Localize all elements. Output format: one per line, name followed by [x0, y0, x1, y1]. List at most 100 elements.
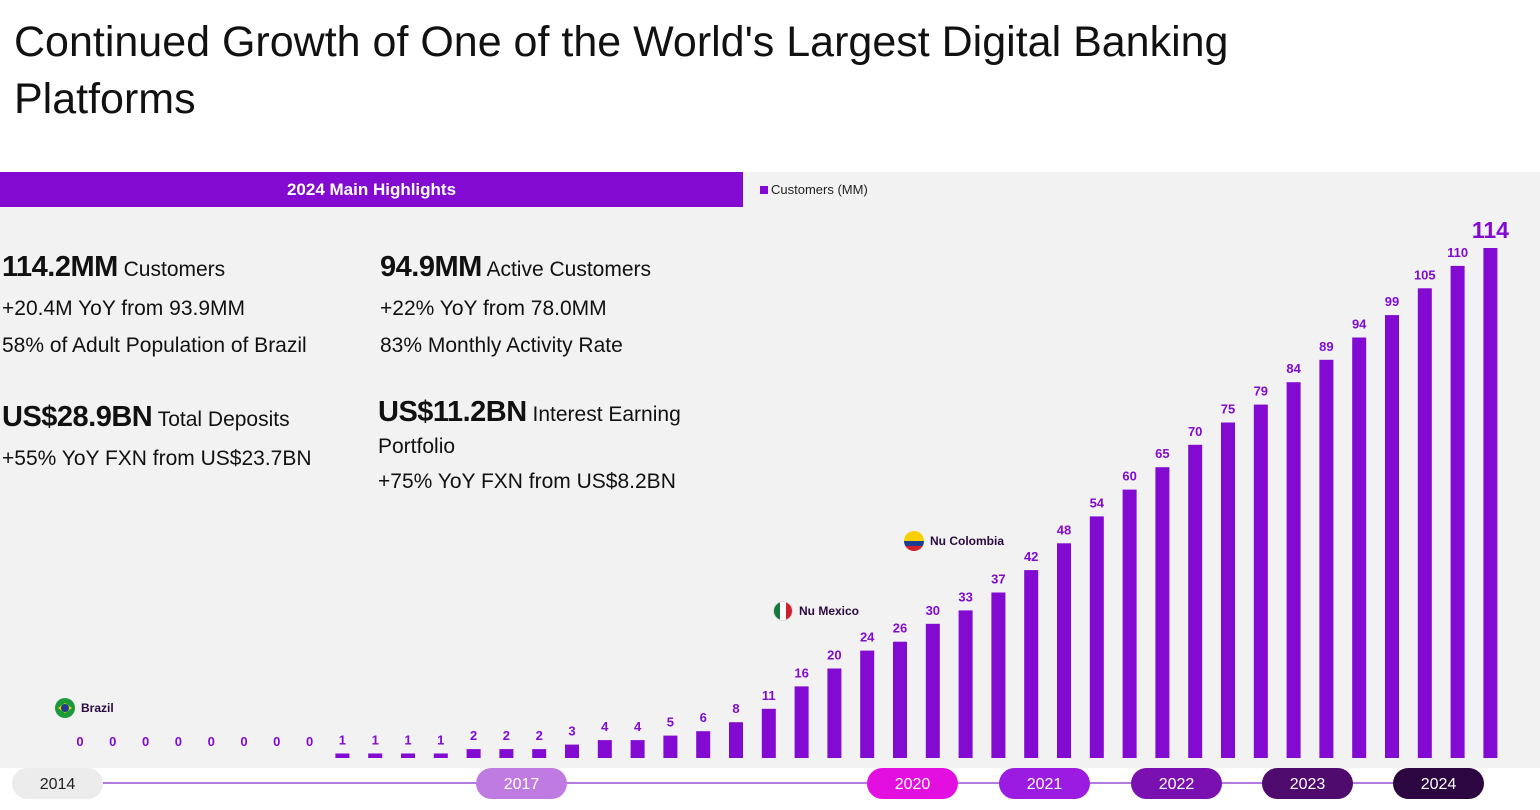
bar	[335, 753, 350, 758]
year-pill-2017: 2017	[476, 768, 567, 799]
annotation-brazil: Brazil	[55, 698, 114, 718]
metric-value: US$28.9BN	[2, 401, 153, 433]
bar-label: 2	[536, 728, 543, 743]
bar	[597, 740, 612, 758]
year-pill-label: 2017	[504, 776, 540, 793]
bar-label: 26	[893, 621, 907, 636]
bar-label: 105	[1414, 267, 1436, 282]
metric-label: Total Deposits	[157, 408, 290, 431]
year-pill-2024: 2024	[1393, 768, 1484, 799]
bar-label: 8	[732, 701, 739, 716]
year-pill-bg	[1131, 768, 1222, 799]
bar-label: 114	[1472, 217, 1509, 243]
year-pill-2023: 2023	[1262, 768, 1353, 799]
bar	[925, 623, 940, 758]
metric-interest-earning-portfolio: US$11.2BN Interest Earning Portfolio +75…	[378, 396, 723, 500]
bar	[827, 668, 842, 758]
metric-total-deposits: US$28.9BN Total Deposits +55% YoY FXN fr…	[2, 397, 312, 477]
year-pill-label: 2022	[1159, 776, 1195, 793]
year-pill-bg	[1262, 768, 1353, 799]
bar-label: 33	[958, 589, 972, 604]
bar-label: 60	[1122, 469, 1136, 484]
year-pill-bg	[476, 768, 567, 799]
year-pill-bg	[999, 768, 1090, 799]
bar-label: 110	[1447, 245, 1468, 260]
bar-label: 1	[372, 733, 379, 748]
year-pill-bg	[12, 768, 103, 799]
bar-label: 0	[175, 734, 182, 749]
bar-label: 24	[860, 630, 875, 645]
bar	[532, 749, 547, 758]
mexico-flag-icon	[773, 601, 793, 621]
annotation-label: Nu Mexico	[799, 604, 860, 618]
metric-value: 94.9MM	[380, 251, 482, 283]
metric-customers: 114.2MM Customers +20.4M YoY from 93.9MM…	[2, 247, 307, 364]
bar-label: 20	[827, 648, 841, 663]
bar-label: 0	[142, 734, 149, 749]
bar-label: 79	[1254, 384, 1268, 399]
annotation-nu-mexico: Nu Mexico	[773, 601, 859, 621]
bar-label: 0	[273, 734, 280, 749]
bar-label: 30	[926, 603, 940, 618]
year-pill-2022: 2022	[1131, 768, 1222, 799]
metric-detail: +22% YoY from 78.0MM	[380, 297, 607, 320]
bar-label: 2	[503, 728, 510, 743]
bar	[860, 650, 875, 758]
chart-legend: Customers (MM)	[760, 182, 868, 197]
year-pill-2021: 2021	[999, 768, 1090, 799]
brazil-flag-icon	[55, 698, 75, 718]
bar-label: 42	[1024, 549, 1038, 564]
legend-label: Customers (MM)	[771, 182, 868, 197]
bar-label: 0	[109, 734, 116, 749]
bar-label: 84	[1286, 361, 1301, 376]
bar-label: 1	[437, 733, 444, 748]
bar	[1089, 516, 1104, 758]
bar	[663, 735, 678, 758]
bar	[1483, 248, 1498, 758]
legend-swatch	[760, 185, 768, 194]
bar-label: 0	[306, 734, 313, 749]
year-pill-2014: 2014	[12, 768, 103, 799]
bar-label: 16	[794, 665, 808, 680]
year-pill-bg	[1393, 768, 1484, 799]
bar-label: 89	[1319, 339, 1333, 354]
bar	[1024, 570, 1039, 758]
metric-active-customers: 94.9MM Active Customers +22% YoY from 78…	[380, 247, 651, 364]
annotation-label: Brazil	[81, 701, 114, 715]
bar-label: 3	[568, 724, 575, 739]
metric-detail: +75% YoY FXN from US$8.2BN	[378, 470, 676, 493]
bar-label: 54	[1090, 495, 1105, 510]
bar	[433, 753, 448, 758]
year-pill-label: 2020	[895, 776, 931, 793]
bar-label: 6	[700, 710, 707, 725]
bar	[991, 592, 1006, 758]
highlights-header: 2024 Main Highlights	[0, 172, 743, 207]
bar	[1319, 359, 1334, 758]
bar	[368, 753, 383, 758]
bar	[630, 740, 645, 758]
bar	[696, 731, 711, 758]
bar	[1122, 489, 1137, 758]
bar	[794, 686, 809, 758]
bar	[499, 749, 514, 758]
bar-label: 37	[991, 572, 1005, 587]
bar-label: 11	[762, 688, 776, 703]
year-pill-label: 2024	[1421, 776, 1457, 793]
bar	[729, 722, 743, 758]
bar-label: 4	[634, 719, 642, 734]
bar	[565, 744, 579, 758]
year-pill-bg	[867, 768, 958, 799]
year-pill-2020: 2020	[867, 768, 958, 799]
bar	[1385, 315, 1399, 758]
bar	[1450, 265, 1465, 758]
bar	[1155, 467, 1170, 758]
bar	[1221, 422, 1235, 758]
metric-label: Customers	[123, 258, 226, 281]
annotation-nu-colombia: Nu Colombia	[904, 531, 1004, 551]
metric-value: US$11.2BN	[378, 396, 527, 428]
bar	[958, 610, 973, 758]
bar	[761, 708, 776, 758]
year-pill-label: 2023	[1290, 776, 1326, 793]
bar-label: 65	[1155, 446, 1169, 461]
bar-label: 94	[1352, 317, 1367, 332]
